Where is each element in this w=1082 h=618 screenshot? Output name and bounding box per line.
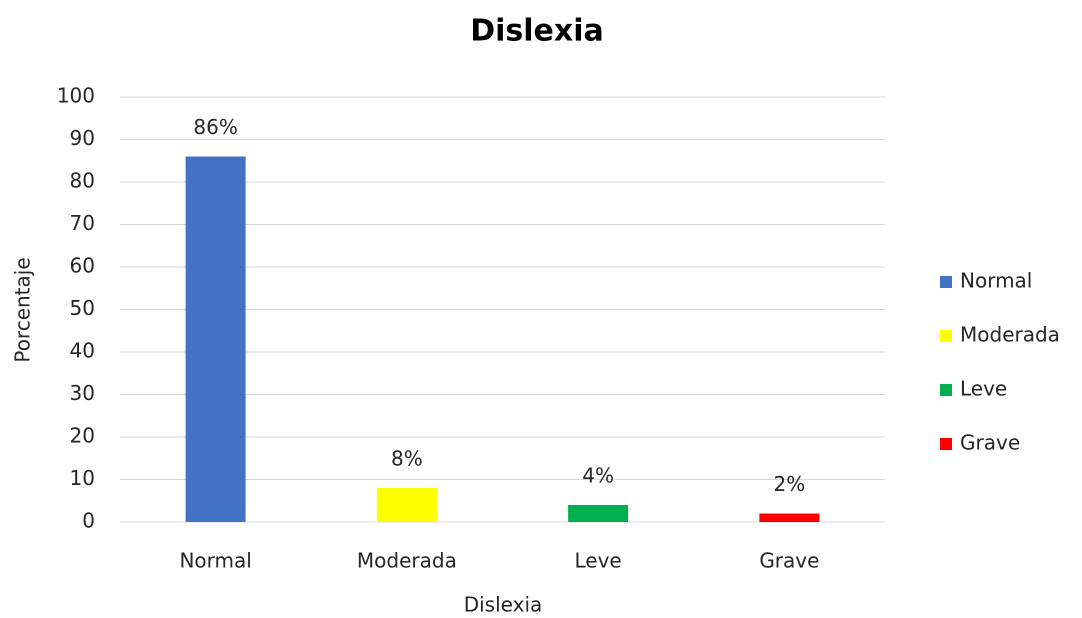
y-tick-label: 10	[70, 466, 95, 490]
y-tick-label: 60	[70, 254, 95, 278]
data-label: 2%	[774, 472, 806, 496]
data-label: 4%	[582, 464, 614, 488]
x-tick-label: Grave	[759, 549, 819, 573]
y-tick-label: 70	[70, 211, 95, 235]
bar	[376, 488, 437, 522]
data-label: 8%	[391, 447, 423, 471]
y-tick-label: 30	[70, 381, 95, 405]
y-tick-label: 40	[70, 339, 95, 363]
x-axis-label: Dislexia	[464, 593, 543, 617]
x-tick-label: Normal	[179, 549, 251, 573]
x-tick-label: Moderada	[357, 549, 457, 573]
y-tick-label: 50	[70, 296, 95, 320]
bar	[185, 156, 246, 522]
legend-label: Leve	[960, 377, 1007, 401]
legend-swatch	[940, 330, 952, 342]
y-axis-label: Porcentaje	[11, 257, 35, 362]
y-tick-label: 100	[57, 84, 95, 108]
legend-swatch	[940, 438, 952, 450]
bar	[759, 513, 820, 522]
legend-label: Grave	[960, 431, 1020, 455]
y-tick-label: 90	[70, 126, 95, 150]
legend-label: Normal	[960, 269, 1032, 293]
chart-title: Dislexia	[470, 14, 604, 49]
x-tick-label: Leve	[575, 549, 622, 573]
y-tick-label: 80	[70, 169, 95, 193]
bar	[568, 505, 629, 522]
legend-swatch	[940, 276, 952, 288]
legend-label: Moderada	[960, 323, 1060, 347]
legend-swatch	[940, 384, 952, 396]
data-label: 86%	[193, 115, 237, 139]
y-tick-label: 0	[82, 509, 95, 533]
y-tick-label: 20	[70, 424, 95, 448]
